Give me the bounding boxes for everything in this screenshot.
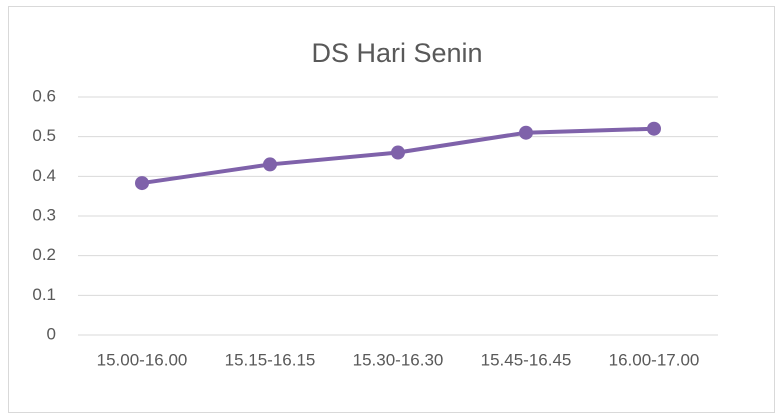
y-tick-label: 0.2: [32, 245, 56, 264]
x-tick-label: 15.45-16.45: [481, 350, 572, 369]
marker: [135, 176, 149, 191]
chart-title: DS Hari Senin: [311, 38, 482, 68]
x-tick-label: 15.15-16.15: [225, 350, 316, 369]
marker: [647, 121, 661, 136]
y-tick-label: 0.6: [32, 86, 56, 105]
marker: [263, 157, 277, 172]
marker: [519, 125, 533, 140]
y-tick-label: 0.5: [32, 126, 56, 145]
chart-border: [8, 6, 775, 413]
y-tick-label: 0.3: [32, 205, 56, 224]
y-tick-label: 0: [47, 324, 56, 343]
x-tick-label: 15.30-16.30: [353, 350, 444, 369]
marker: [391, 145, 405, 160]
x-tick-label: 16.00-17.00: [609, 350, 700, 369]
x-tick-label: 15.00-16.00: [97, 350, 188, 369]
y-tick-label: 0.4: [32, 166, 56, 185]
y-tick-label: 0.1: [32, 285, 56, 304]
